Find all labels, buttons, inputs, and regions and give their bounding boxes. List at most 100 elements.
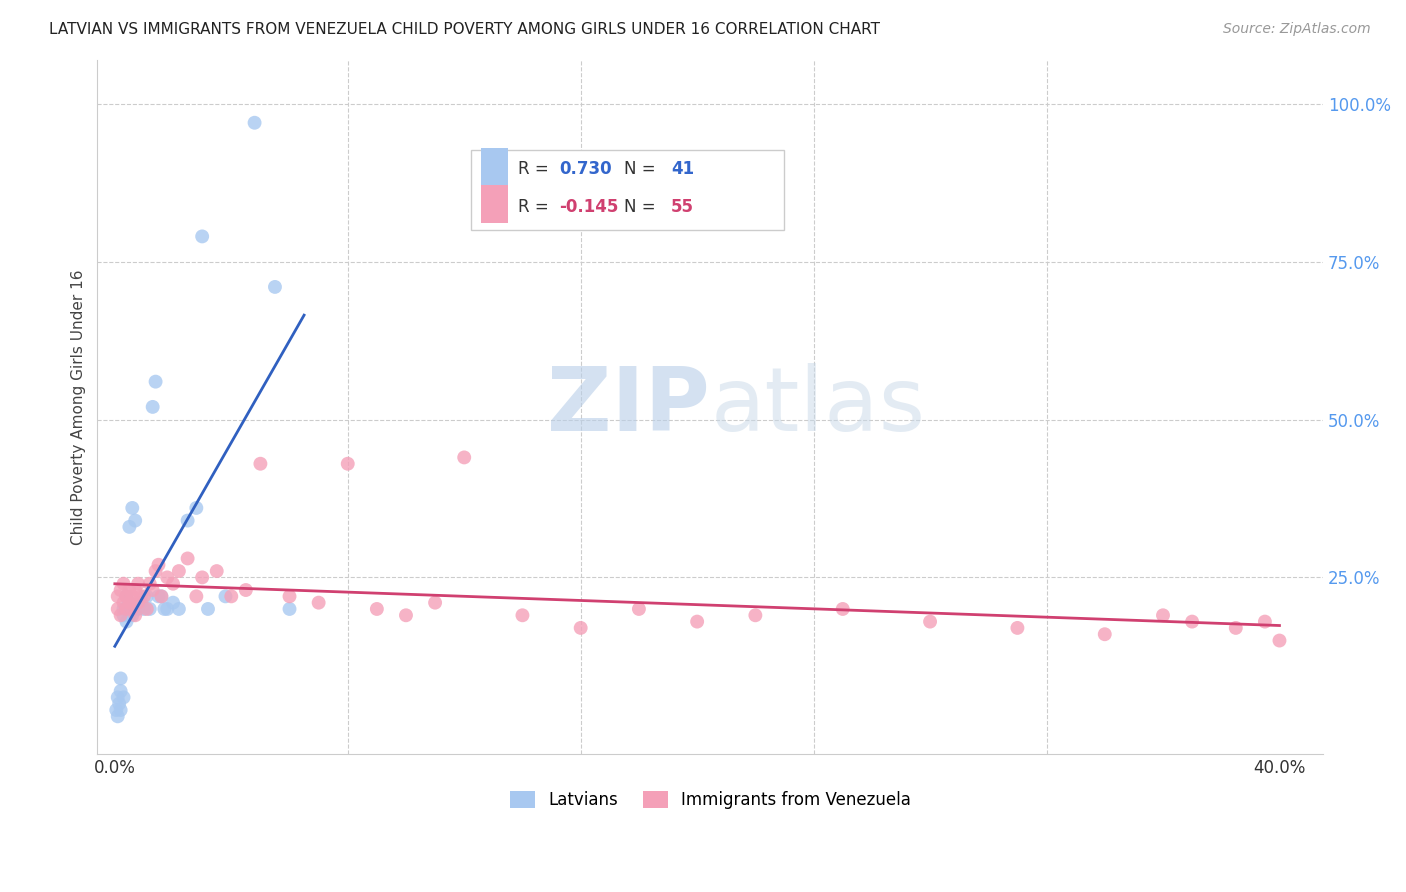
Point [191,570,214,584]
Point [107,709,129,723]
Bar [481,185,508,223]
Text: N =: N = [624,161,661,178]
Point [1268,633,1291,648]
Text: LATVIAN VS IMMIGRANTS FROM VENEZUELA CHILD POVERTY AMONG GIRLS UNDER 16 CORRELAT: LATVIAN VS IMMIGRANTS FROM VENEZUELA CHI… [49,22,880,37]
Point [235,582,257,597]
Point [176,551,198,566]
Bar [481,148,508,186]
Point [186,590,208,604]
Point [150,590,173,604]
Text: R =: R = [517,198,554,216]
Point [115,602,138,616]
Y-axis label: Child Poverty Among Girls Under 16: Child Poverty Among Girls Under 16 [72,269,86,545]
Point [107,690,129,705]
Point [145,564,167,578]
Point [118,596,141,610]
Point [107,590,129,604]
Legend: Latvians, Immigrants from Venezuela: Latvians, Immigrants from Venezuela [503,784,918,815]
Point [112,602,135,616]
Point [135,590,157,604]
Point [127,596,149,610]
Point [112,576,135,591]
Point [831,602,853,616]
Point [423,596,446,610]
Point [686,615,709,629]
Point [142,400,165,414]
Text: 41: 41 [671,161,695,178]
Point [162,576,184,591]
Point [112,608,135,623]
Point [118,596,141,610]
Text: ZIP: ZIP [547,363,710,450]
Point [112,690,135,705]
Point [167,602,190,616]
Point [127,576,149,591]
Point [132,590,155,604]
Point [249,457,271,471]
Point [129,590,152,604]
Point [110,582,132,597]
Point [366,602,388,616]
Point [115,602,138,616]
Point [1225,621,1247,635]
Text: atlas: atlas [710,363,925,450]
Point [186,500,208,515]
Point [129,596,152,610]
Point [150,590,173,604]
Point [124,608,146,623]
Point [191,229,214,244]
Point [162,596,184,610]
Text: Source: ZipAtlas.com: Source: ZipAtlas.com [1223,22,1371,37]
Point [115,615,138,629]
Point [121,608,143,623]
Point [110,608,132,623]
Point [176,514,198,528]
Point [156,602,179,616]
Point [264,280,287,294]
Point [121,500,143,515]
Point [124,602,146,616]
Point [278,590,301,604]
Point [118,608,141,623]
Point [920,615,942,629]
Point [569,621,592,635]
Point [110,703,132,717]
Text: N =: N = [624,198,661,216]
Text: R =: R = [517,161,554,178]
Point [127,602,149,616]
Point [148,590,170,604]
Point [308,596,330,610]
Point [145,375,167,389]
Point [512,608,534,623]
Point [453,450,475,465]
Point [214,590,236,604]
Point [627,602,650,616]
Point [135,602,157,616]
Point [148,558,170,572]
Point [121,590,143,604]
Point [1152,608,1174,623]
Point [1094,627,1116,641]
Point [1254,615,1277,629]
Point [118,582,141,597]
Point [219,590,242,604]
Point [115,590,138,604]
Point [107,602,129,616]
Point [167,564,190,578]
Point [336,457,359,471]
Point [112,596,135,610]
Point [744,608,766,623]
Point [121,602,143,616]
Point [105,703,128,717]
Point [139,602,162,616]
Point [115,590,138,604]
Point [139,576,162,591]
Point [110,672,132,686]
Point [118,520,141,534]
Point [132,602,155,616]
Point [124,582,146,597]
Point [108,697,131,711]
Point [1181,615,1204,629]
Point [197,602,219,616]
Point [205,564,228,578]
